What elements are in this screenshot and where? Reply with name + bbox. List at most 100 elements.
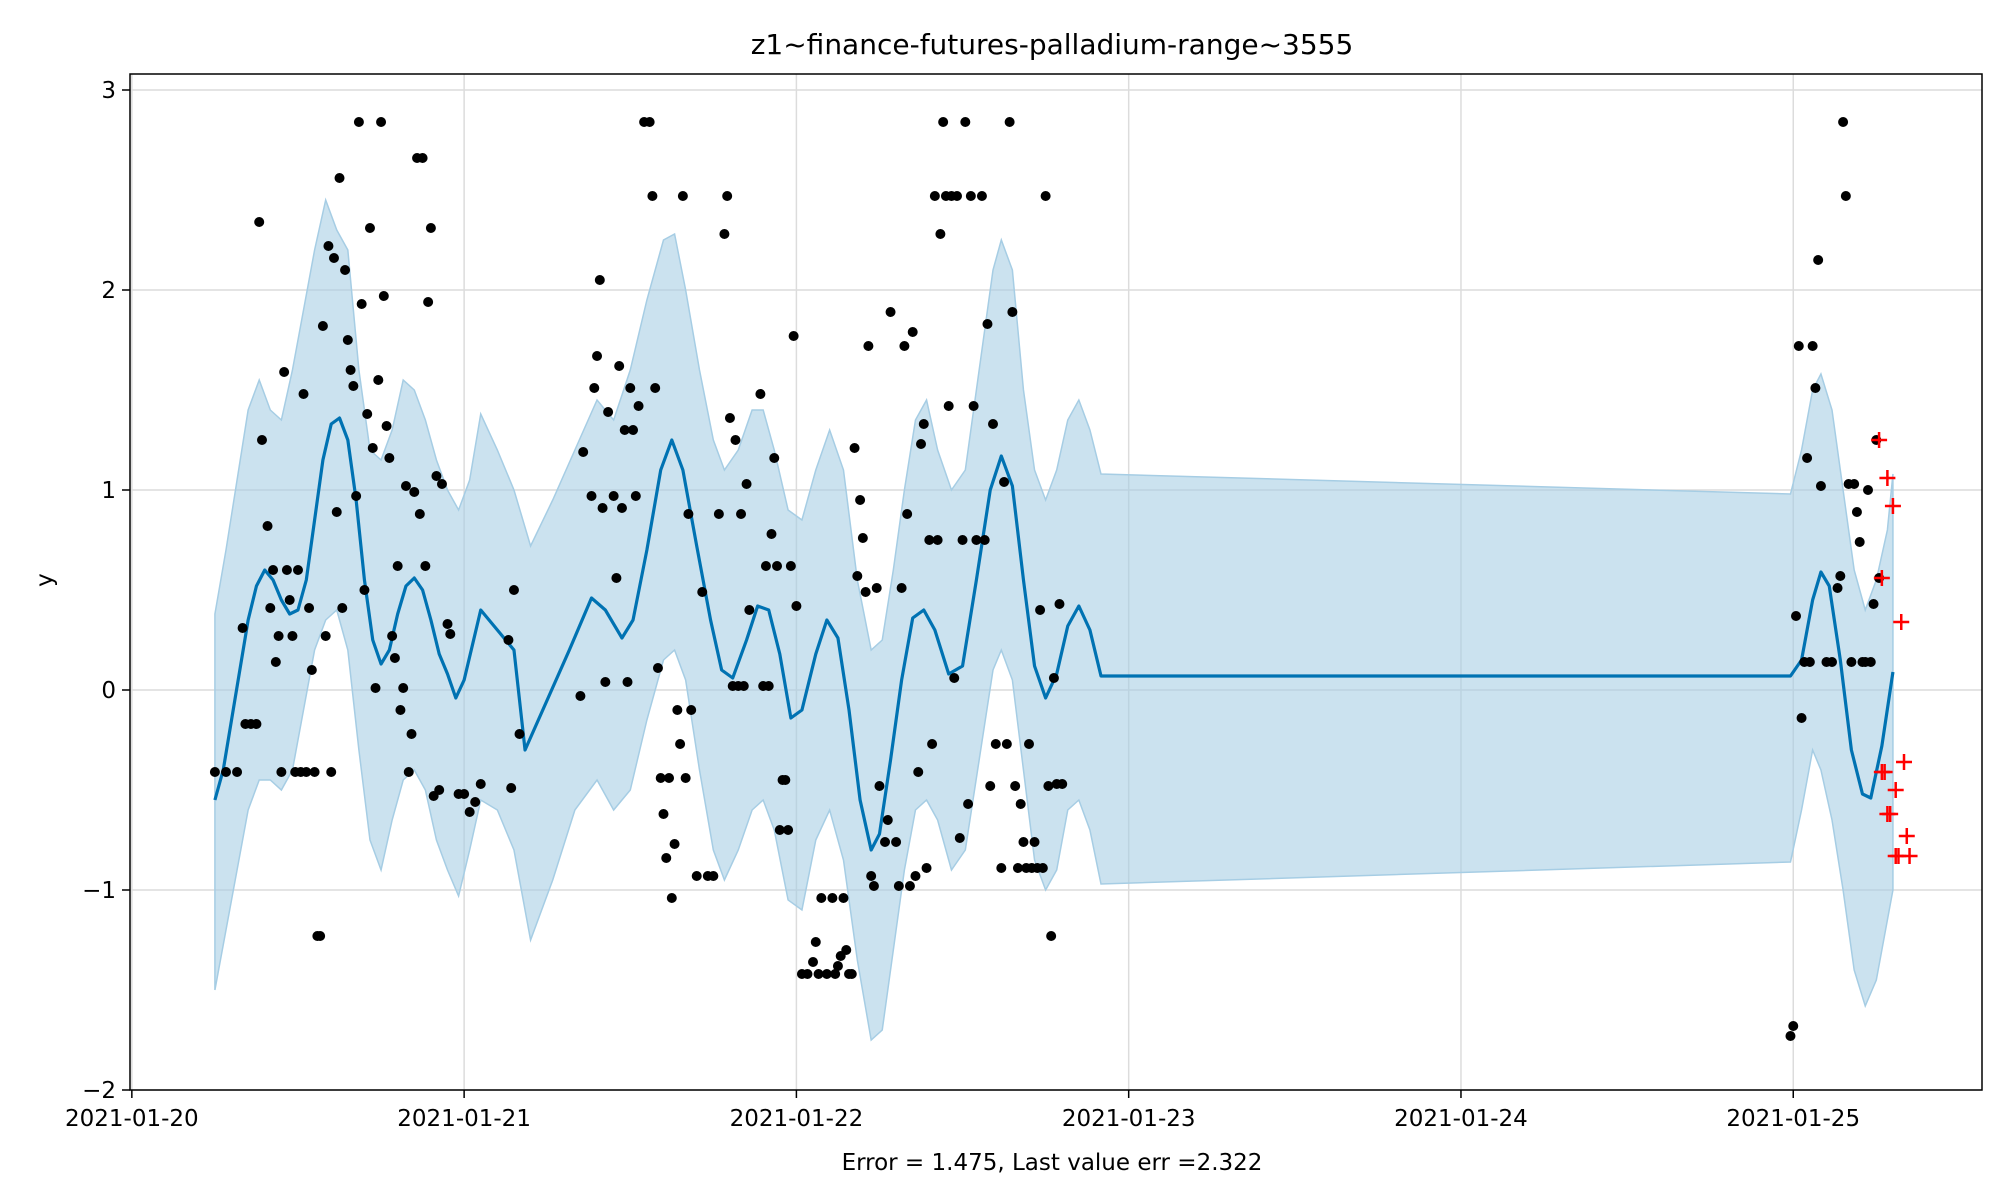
observed-point: [370, 683, 381, 693]
observed-point: [644, 117, 655, 127]
observed-point: [353, 117, 364, 127]
x-tick-label: 2021-01-23: [1062, 1106, 1196, 1132]
holdout-point: [1898, 828, 1915, 844]
observed-point: [1029, 837, 1040, 847]
observed-point: [1015, 799, 1026, 809]
observed-point: [251, 719, 262, 729]
y-axis-label: y: [32, 573, 58, 587]
observed-point: [220, 767, 231, 777]
observed-point: [594, 275, 605, 285]
observed-point: [880, 837, 891, 847]
holdout-point: [1879, 806, 1896, 822]
observed-point: [256, 435, 267, 445]
observed-point: [661, 853, 672, 863]
x-tick-label: 2021-01-20: [65, 1106, 199, 1132]
holdout-point: [1901, 848, 1918, 864]
x-tick-label: 2021-01-25: [1726, 1106, 1860, 1132]
observed-point: [871, 583, 882, 593]
observed-point: [669, 839, 680, 849]
observed-point: [503, 635, 514, 645]
observed-point: [949, 673, 960, 683]
observed-point: [237, 623, 248, 633]
observed-point: [882, 815, 893, 825]
observed-point: [345, 365, 356, 375]
observed-point: [680, 773, 691, 783]
observed-point: [279, 367, 290, 377]
observed-point: [985, 781, 996, 791]
observed-point: [965, 191, 976, 201]
observed-point: [586, 491, 597, 501]
observed-point: [320, 631, 331, 641]
observed-point: [780, 775, 791, 785]
observed-point: [475, 779, 486, 789]
observed-point: [284, 595, 295, 605]
uncertainty-interval: [214, 197, 1894, 1042]
observed-point: [1010, 781, 1021, 791]
observed-point: [265, 603, 276, 613]
observed-point: [373, 375, 384, 385]
observed-point: [736, 509, 747, 519]
observed-point: [935, 229, 946, 239]
observed-point: [575, 691, 586, 701]
observed-point: [1007, 307, 1018, 317]
observed-point: [470, 797, 481, 807]
observed-point: [254, 217, 265, 227]
observed-point: [816, 893, 827, 903]
observed-point: [1802, 453, 1813, 463]
observed-point: [647, 191, 658, 201]
observed-point: [691, 871, 702, 881]
observed-point: [868, 881, 879, 891]
holdout-point: [1871, 432, 1888, 448]
observed-point: [838, 893, 849, 903]
observed-point: [849, 443, 860, 453]
y-tick-label: 2: [101, 278, 116, 304]
y-tick-label: 1: [101, 478, 116, 504]
observed-point: [1791, 611, 1802, 621]
observed-point: [938, 117, 949, 127]
observed-point: [874, 781, 885, 791]
observed-point: [317, 321, 328, 331]
observed-point: [954, 833, 965, 843]
observed-point: [813, 969, 824, 979]
observed-point: [863, 341, 874, 351]
observed-point: [916, 439, 927, 449]
observed-point: [976, 191, 987, 201]
observed-point: [1840, 191, 1851, 201]
observed-point: [400, 481, 411, 491]
observed-point: [907, 327, 918, 337]
observed-point: [616, 503, 627, 513]
observed-point: [650, 383, 661, 393]
observed-point: [436, 479, 447, 489]
observed-point: [619, 425, 630, 435]
observed-point: [1048, 673, 1059, 683]
observed-point: [1863, 485, 1874, 495]
observed-point: [633, 401, 644, 411]
observed-point: [722, 191, 733, 201]
observed-point: [896, 583, 907, 593]
observed-point: [1835, 571, 1846, 581]
observed-point: [924, 535, 935, 545]
observed-point: [802, 969, 813, 979]
observed-point: [622, 677, 633, 687]
observed-point: [611, 573, 622, 583]
observed-point: [1057, 779, 1068, 789]
observed-point: [1804, 657, 1815, 667]
observed-point: [683, 509, 694, 519]
observed-point: [273, 631, 284, 641]
observed-point: [445, 629, 456, 639]
observed-point: [342, 335, 353, 345]
observed-point: [1788, 1021, 1799, 1031]
observed-point: [630, 491, 641, 501]
observed-point: [1851, 507, 1862, 517]
observed-point: [988, 419, 999, 429]
observed-point: [763, 681, 774, 691]
observed-point: [409, 487, 420, 497]
observed-point: [423, 297, 434, 307]
observed-point: [506, 783, 517, 793]
observed-point: [1868, 599, 1879, 609]
observed-point: [1785, 1031, 1796, 1041]
plot-frame: [129, 73, 1983, 1091]
observed-point: [398, 683, 409, 693]
holdout-point: [1896, 754, 1913, 770]
observed-point: [464, 807, 475, 817]
